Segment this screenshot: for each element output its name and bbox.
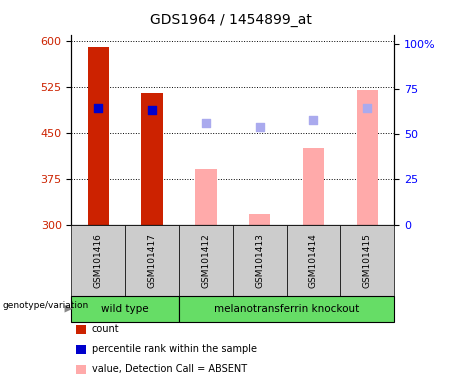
Text: value, Detection Call = ABSENT: value, Detection Call = ABSENT (92, 364, 247, 374)
Bar (249, 214, 271, 225)
Bar (195, 169, 217, 225)
Text: count: count (92, 324, 119, 334)
Text: GSM101413: GSM101413 (255, 233, 264, 288)
Text: genotype/variation: genotype/variation (2, 301, 89, 310)
Point (364, 105, 371, 111)
Bar (356, 90, 378, 225)
Text: GSM101414: GSM101414 (309, 233, 318, 288)
Text: GDS1964 / 1454899_at: GDS1964 / 1454899_at (149, 13, 312, 27)
Point (256, 124, 263, 130)
Bar (88, 47, 109, 225)
Text: percentile rank within the sample: percentile rank within the sample (92, 344, 257, 354)
Text: GSM101417: GSM101417 (148, 233, 157, 288)
Point (95, 105, 102, 111)
Text: GSM101416: GSM101416 (94, 233, 103, 288)
Text: GSM101415: GSM101415 (363, 233, 372, 288)
Point (202, 121, 210, 127)
Text: wild type: wild type (101, 304, 149, 314)
Text: GSM101412: GSM101412 (201, 233, 210, 288)
Text: melanotransferrin knockout: melanotransferrin knockout (214, 304, 359, 314)
Bar (142, 93, 163, 225)
Point (148, 107, 156, 113)
Bar (303, 148, 324, 225)
Point (310, 118, 317, 124)
